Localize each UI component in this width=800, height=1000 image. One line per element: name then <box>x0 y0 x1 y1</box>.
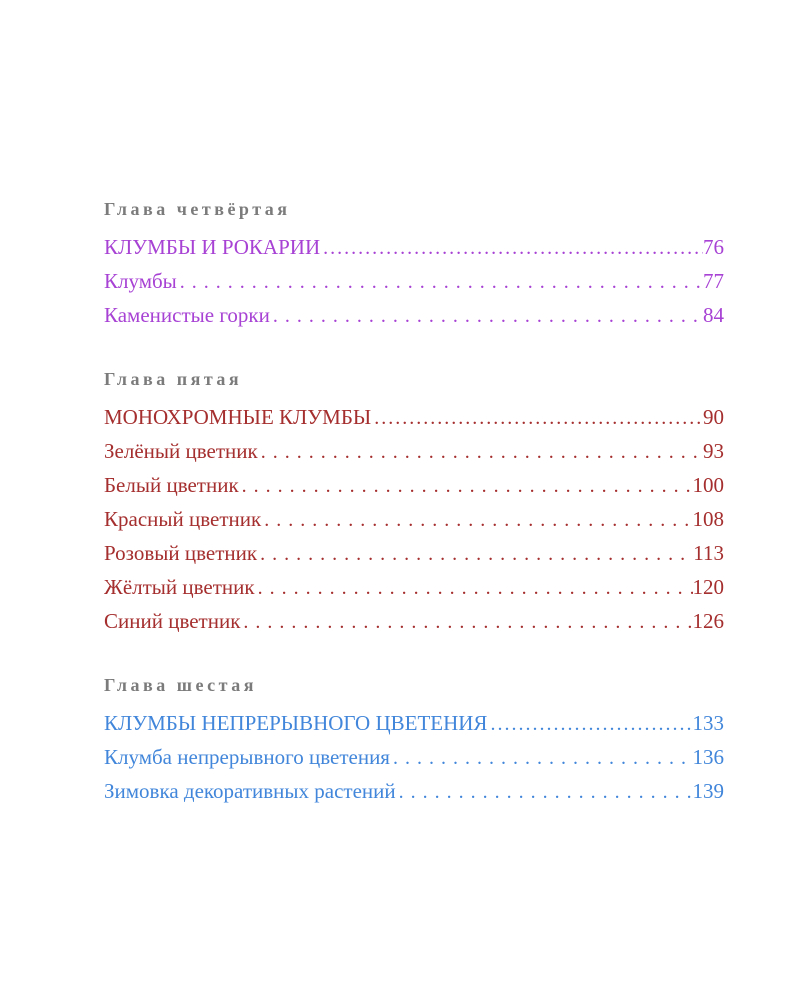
toc-entry[interactable]: КЛУМБЫ НЕПРЕРЫВНОГО ЦВЕТЕНИЯ 133 <box>104 707 724 741</box>
toc-entry-page-number: 76 <box>703 235 724 259</box>
toc-entry-title: Красный цветник <box>104 507 262 531</box>
dot-leader <box>270 299 703 333</box>
toc-entry[interactable]: Каменистые горки 84 <box>104 299 724 333</box>
toc-entry[interactable]: Клумбы 77 <box>104 265 724 299</box>
toc-entry-title: Зелёный цветник <box>104 439 258 463</box>
toc-entry-title: Синий цветник <box>104 609 241 633</box>
toc-entry-title: КЛУМБЫ НЕПРЕРЫВНОГО ЦВЕТЕНИЯ <box>104 711 488 735</box>
toc-section-chapter-five: Глава пятая МОНОХРОМНЫЕ КЛУМБЫ 90 Зелёны… <box>104 368 724 639</box>
toc-entry-page-number: 120 <box>692 575 725 599</box>
toc-entry[interactable]: Белый цветник 100 <box>104 469 724 503</box>
dot-leader <box>390 741 693 775</box>
toc-entry-title: КЛУМБЫ И РОКАРИИ <box>104 235 321 259</box>
toc-entry-page-number: 90 <box>703 405 724 429</box>
toc-entry[interactable]: Зелёный цветник 93 <box>104 435 724 469</box>
toc-entry-page-number: 136 <box>692 745 725 769</box>
toc-entry[interactable]: Синий цветник 126 <box>104 605 724 639</box>
toc-entry-page-number: 133 <box>692 711 725 735</box>
toc-entry-page-number: 113 <box>693 541 724 565</box>
toc-entry[interactable]: Розовый цветник 113 <box>104 537 724 571</box>
toc-entry-title: Жёлтый цветник <box>104 575 255 599</box>
toc-entry-title: Клумба непрерывного цветения <box>104 745 390 769</box>
dot-leader <box>487 707 692 741</box>
dot-leader <box>255 571 693 605</box>
dot-leader <box>240 605 692 639</box>
toc-entry-page-number: 126 <box>692 609 725 633</box>
toc-entry[interactable]: КЛУМБЫ И РОКАРИИ 76 <box>104 231 724 265</box>
toc-entry-page-number: 108 <box>692 507 725 531</box>
toc-entry-title: МОНОХРОМНЫЕ КЛУМБЫ <box>104 405 372 429</box>
toc-entry[interactable]: Красный цветник 108 <box>104 503 724 537</box>
dot-leader <box>258 435 703 469</box>
toc-entry-title: Белый цветник <box>104 473 239 497</box>
toc-entry-page-number: 93 <box>703 439 724 463</box>
toc-entry-page-number: 100 <box>692 473 725 497</box>
chapter-heading: Глава шестая <box>104 675 257 695</box>
table-of-contents: Глава четвёртая КЛУМБЫ И РОКАРИИ 76 Клум… <box>104 198 724 809</box>
toc-section-chapter-six: Глава шестая КЛУМБЫ НЕПРЕРЫВНОГО ЦВЕТЕНИ… <box>104 674 724 809</box>
toc-entry-page-number: 139 <box>692 779 725 803</box>
dot-leader <box>396 775 693 809</box>
dot-leader <box>257 537 693 571</box>
toc-entry-title: Розовый цветник <box>104 541 258 565</box>
chapter-heading: Глава пятая <box>104 369 243 389</box>
toc-entry[interactable]: МОНОХРОМНЫЕ КЛУМБЫ 90 <box>104 401 724 435</box>
toc-entry-title: Клумбы <box>104 269 177 293</box>
toc-entry[interactable]: Зимовка декоративных растений 139 <box>104 775 724 809</box>
toc-section-chapter-four: Глава четвёртая КЛУМБЫ И РОКАРИИ 76 Клум… <box>104 198 724 333</box>
dot-leader <box>239 469 693 503</box>
chapter-heading: Глава четвёртая <box>104 199 291 219</box>
toc-entry[interactable]: Жёлтый цветник 120 <box>104 571 724 605</box>
dot-leader <box>320 231 703 265</box>
toc-entry-title: Зимовка декоративных растений <box>104 779 396 803</box>
dot-leader <box>371 401 703 435</box>
toc-entry[interactable]: Клумба непрерывного цветения 136 <box>104 741 724 775</box>
dot-leader <box>177 265 703 299</box>
dot-leader <box>261 503 692 537</box>
toc-entry-title: Каменистые горки <box>104 303 270 327</box>
toc-entry-page-number: 77 <box>703 269 724 293</box>
toc-entry-page-number: 84 <box>703 303 724 327</box>
